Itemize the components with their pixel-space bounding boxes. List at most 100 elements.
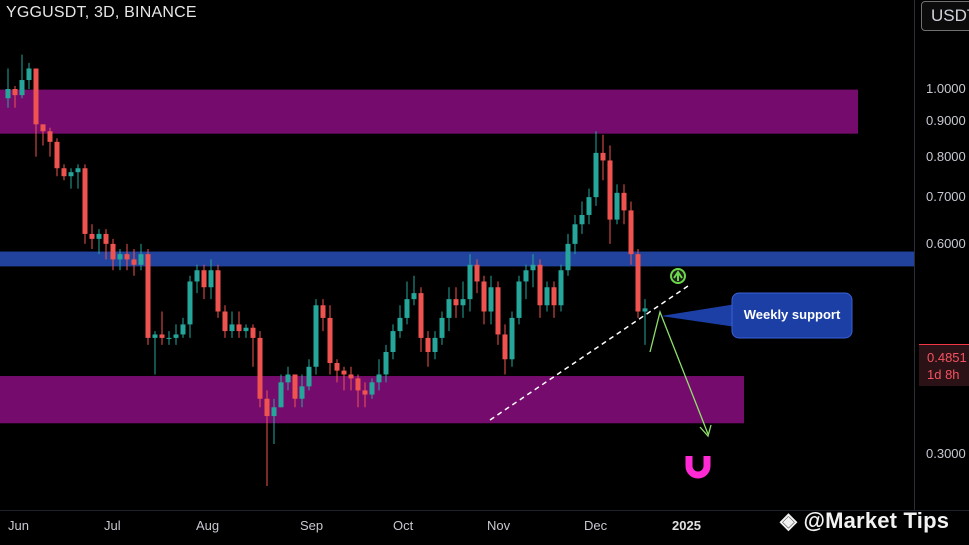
candle-body [439, 317, 445, 338]
candle-body [40, 124, 46, 132]
candle-body [173, 334, 179, 338]
candle-body [145, 254, 151, 338]
candle-body [61, 168, 67, 177]
candle-body [432, 337, 438, 352]
price-axis-divider [914, 0, 915, 510]
candle-body [278, 382, 284, 408]
candle-body [208, 270, 214, 288]
candle-body [334, 363, 340, 371]
candle-body [271, 407, 277, 417]
candle-body [530, 264, 536, 271]
candle-body [383, 351, 389, 375]
candle-body [33, 68, 39, 125]
candle-body [236, 324, 242, 332]
candle-body [488, 287, 494, 312]
candle-body [82, 168, 88, 234]
candle-body [642, 308, 648, 312]
callout-pointer [661, 304, 736, 327]
candle-body [257, 337, 263, 399]
candle-body [453, 299, 459, 306]
time-tick: Jun [8, 518, 29, 533]
candle-body [565, 243, 571, 271]
time-tick: Dec [584, 518, 608, 533]
time-tick: Aug [196, 518, 220, 533]
price-tick: 1.0000 [926, 81, 966, 96]
candle-body [117, 254, 123, 260]
candle-body [131, 259, 137, 265]
candle-body [579, 214, 585, 225]
candle-body [215, 270, 221, 312]
price-tick: 0.6000 [926, 235, 966, 251]
symbol-title[interactable]: YGGUSDT, 3D, BINANCE [6, 4, 197, 21]
candle-body [222, 311, 228, 332]
time-tick: 2025 [672, 518, 701, 533]
resistance-zone [0, 89, 858, 134]
candle-body [54, 141, 60, 169]
time-tick: Jul [104, 518, 121, 533]
candle-body [152, 334, 158, 338]
candle-body [250, 327, 256, 338]
candle-body [474, 264, 480, 282]
callout-box [731, 292, 853, 339]
candles-group [5, 54, 648, 486]
candle-body [47, 131, 53, 142]
candle-body [558, 270, 564, 306]
candle-body [89, 233, 95, 239]
candle-body [404, 299, 410, 318]
candle-body [243, 327, 249, 332]
candle-body [425, 337, 431, 352]
candle-body [621, 192, 627, 211]
candle-body [376, 374, 382, 383]
time-tick: Sep [300, 518, 324, 533]
candle-body [313, 305, 319, 367]
candle-body [467, 264, 473, 300]
candle-body [299, 386, 305, 399]
candle-body [327, 317, 333, 364]
candle-body [544, 287, 550, 306]
candle-body [12, 89, 18, 96]
candle-body [572, 224, 578, 244]
magnet-icon [685, 456, 711, 479]
current-price-label: 0.4851 1d 8h [919, 344, 969, 386]
candle-body [264, 398, 270, 417]
trend-line [489, 285, 689, 421]
candle-body [138, 254, 144, 265]
binance-logo-icon: ◈ [780, 508, 798, 533]
candle-body [166, 337, 172, 339]
candle-body [411, 293, 417, 300]
candle-body [495, 287, 501, 335]
weekly-support-zone [0, 251, 914, 267]
candle-body [418, 293, 424, 338]
candle-body [194, 270, 200, 282]
candle-body [124, 254, 130, 260]
watermark: ◈ @Market Tips [780, 508, 949, 534]
candle-body [628, 210, 634, 255]
candle-body [369, 382, 375, 395]
candle-body [68, 172, 74, 177]
currency-badge[interactable]: USDT [921, 1, 969, 31]
candle-body [509, 317, 515, 360]
candle-body [96, 233, 102, 239]
candle-body [5, 89, 11, 99]
candle-body [600, 152, 606, 161]
projection-arrow-head [699, 424, 712, 438]
candle-body [355, 378, 361, 391]
candle-body [341, 370, 347, 375]
price-tick: 0.7000 [926, 189, 966, 205]
price-tick: 0.8000 [926, 148, 966, 164]
candle-body [320, 305, 326, 318]
countdown-value: 1d 8h [927, 367, 960, 382]
candle-body [103, 233, 109, 244]
candle-body [159, 334, 165, 338]
candle-body [26, 68, 32, 81]
candle-body [362, 390, 368, 395]
candle-body [586, 197, 592, 215]
candle-body [502, 334, 508, 360]
candle-body [348, 374, 354, 379]
candle-body [110, 243, 116, 260]
time-tick: Oct [393, 518, 414, 533]
callout-text: Weekly support [744, 307, 841, 322]
candle-body [460, 299, 466, 306]
candle-body [180, 324, 186, 335]
